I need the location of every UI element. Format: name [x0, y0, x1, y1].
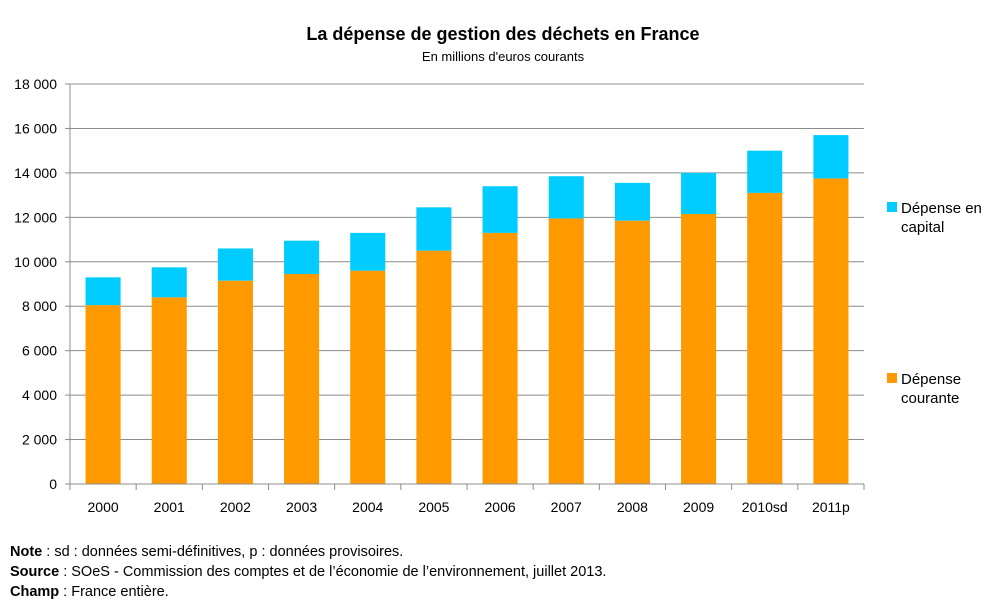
- bar-courante: [151, 297, 187, 484]
- bar-capital: [548, 176, 584, 219]
- bars: [85, 135, 849, 484]
- source-label: Source: [10, 564, 60, 580]
- y-tick-label: 14 000: [14, 165, 57, 181]
- scope-line: Champ : France entière.: [10, 582, 606, 602]
- bar-courante: [350, 270, 386, 484]
- y-tick-label: 16 000: [14, 120, 57, 136]
- x-tick-label: 2000: [88, 499, 119, 515]
- y-tick-label: 0: [49, 476, 57, 492]
- x-tick-labels: 2000 2001 2002 2003 2004 2005 2006 2007 2008 2009…: [88, 499, 851, 515]
- scope-text: : France entière.: [59, 584, 169, 600]
- source-line: Source : SOeS - Commission des comptes e…: [10, 562, 606, 582]
- legend-item-courante: Dépense courante: [887, 371, 965, 407]
- y-tick-label: 6 000: [22, 343, 57, 359]
- legend-swatch-courante: [887, 373, 897, 383]
- bar-capital: [284, 240, 320, 274]
- bar-capital: [614, 182, 650, 221]
- legend-item-capital: Dépense en capital: [887, 200, 986, 236]
- bar-courante: [548, 218, 584, 484]
- source-text: : SOeS - Commission des comptes et de l’…: [59, 564, 607, 580]
- x-tick-label: 2009: [683, 499, 714, 515]
- legend-label-capital: Dépense en capital: [901, 200, 986, 236]
- bar-courante: [85, 305, 121, 484]
- x-tick-label: 2007: [551, 499, 582, 515]
- legend-swatch-capital: [887, 202, 897, 212]
- bar-capital: [416, 207, 452, 251]
- note-text: : sd : données semi-définitives, p : don…: [42, 544, 404, 560]
- x-tick-label: 2011p: [812, 499, 850, 515]
- x-tick-label: 2010sd: [742, 499, 788, 515]
- bar-capital: [747, 150, 783, 193]
- bar-courante: [813, 178, 849, 484]
- footnotes: Note : sd : données semi-définitives, p …: [10, 542, 606, 602]
- y-tick-label: 12 000: [14, 209, 57, 225]
- x-tick-label: 2004: [352, 499, 383, 515]
- note-line: Note : sd : données semi-définitives, p …: [10, 542, 606, 562]
- bar-courante: [482, 232, 518, 484]
- gridlines: [65, 83, 864, 485]
- y-tick-label: 8 000: [22, 298, 57, 314]
- bar-courante: [284, 274, 320, 484]
- x-tick-label: 2005: [418, 499, 449, 515]
- bar-capital: [482, 186, 518, 233]
- axes: [69, 84, 865, 490]
- note-label: Note: [10, 544, 43, 560]
- x-tick-label: 2003: [286, 499, 317, 515]
- bar-courante: [217, 280, 253, 484]
- bar-courante: [416, 250, 452, 484]
- bar-courante: [614, 220, 650, 484]
- x-tick-label: 2002: [220, 499, 251, 515]
- x-tick-label: 2006: [485, 499, 516, 515]
- y-tick-label: 2 000: [22, 432, 57, 448]
- chart-title: La dépense de gestion des déchets en Fra…: [306, 24, 699, 44]
- y-tick-label: 18 000: [14, 76, 57, 92]
- bar-capital: [151, 267, 187, 298]
- bar-courante: [681, 214, 717, 484]
- scope-label: Champ: [10, 584, 60, 600]
- y-tick-label: 4 000: [22, 387, 57, 403]
- stacked-bar-chart: La dépense de gestion des déchets en Fra…: [14, 24, 986, 515]
- x-tick-label: 2008: [617, 499, 648, 515]
- legend-label-courante: Dépense courante: [901, 371, 965, 407]
- y-tick-labels: 0 2 000 4 000 6 000 8 000 10 000 12 000 14 000 1…: [14, 76, 57, 492]
- x-tick-label: 2001: [154, 499, 185, 515]
- legend: Dépense en capital Dépense courante: [887, 200, 986, 407]
- chart-subtitle: En millions d'euros courants: [422, 49, 585, 64]
- bar-capital: [350, 232, 386, 271]
- bar-courante: [747, 192, 783, 484]
- bar-capital: [85, 277, 121, 306]
- y-tick-label: 10 000: [14, 254, 57, 270]
- bar-capital: [813, 135, 849, 179]
- bar-capital: [681, 172, 717, 214]
- bar-capital: [217, 248, 253, 281]
